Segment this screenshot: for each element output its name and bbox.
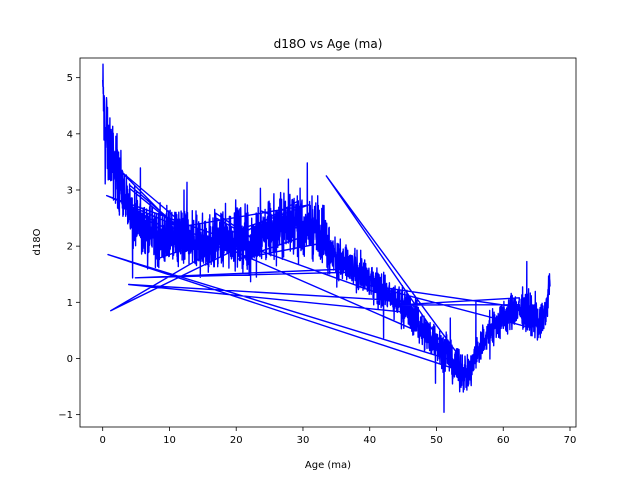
y-tick-label: 0 — [67, 354, 73, 365]
series-line-d18o — [102, 63, 551, 413]
x-tick-label: 50 — [430, 435, 443, 446]
x-tick-label: 40 — [363, 435, 376, 446]
y-tick-label: 1 — [67, 298, 73, 309]
y-tick-label: −1 — [58, 410, 73, 421]
x-tick-label: 10 — [163, 435, 176, 446]
y-axis: −1 0 1 2 3 4 5 — [58, 73, 80, 421]
y-axis-label: d18O — [32, 228, 43, 255]
plot-lines — [102, 63, 551, 413]
x-tick-label: 20 — [230, 435, 243, 446]
y-tick-label: 4 — [67, 129, 73, 140]
x-axis: 0 10 20 30 40 50 60 70 — [100, 427, 577, 446]
y-tick-label: 2 — [67, 242, 73, 253]
x-tick-label: 70 — [564, 435, 577, 446]
y-tick-label: 5 — [67, 73, 73, 84]
y-tick-label: 3 — [67, 185, 73, 196]
x-axis-label: Age (ma) — [305, 460, 351, 471]
x-tick-label: 60 — [497, 435, 510, 446]
axes-frame — [79, 57, 577, 428]
chart-title: d18O vs Age (ma) — [274, 37, 383, 51]
x-tick-label: 30 — [297, 435, 310, 446]
x-tick-label: 0 — [100, 435, 106, 446]
